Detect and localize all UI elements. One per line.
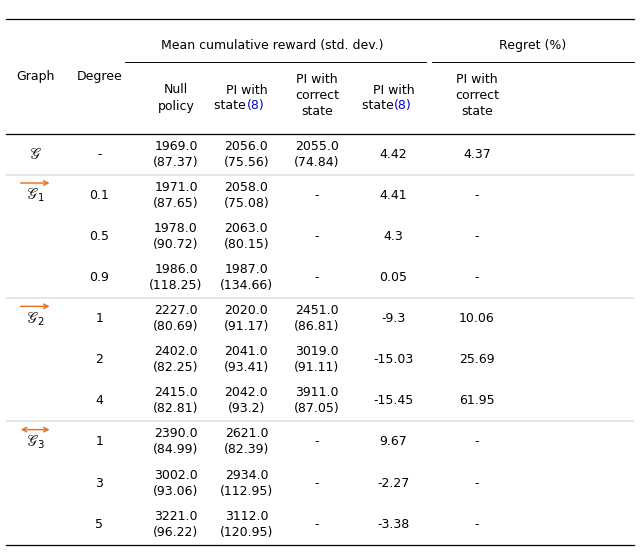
- Text: -: -: [97, 148, 102, 161]
- Text: 2: 2: [95, 353, 103, 367]
- Text: 2415.0
(82.81): 2415.0 (82.81): [153, 387, 199, 416]
- Text: 3002.0
(93.06): 3002.0 (93.06): [154, 468, 198, 497]
- Text: 0.1: 0.1: [89, 189, 109, 202]
- Text: -: -: [314, 436, 319, 448]
- Text: (8): (8): [246, 99, 264, 112]
- Text: 3221.0
(96.22): 3221.0 (96.22): [154, 510, 198, 539]
- Text: 2934.0
(112.95): 2934.0 (112.95): [220, 468, 273, 497]
- Text: 25.69: 25.69: [459, 353, 495, 367]
- Text: 2451.0
(86.81): 2451.0 (86.81): [294, 304, 340, 333]
- Text: -: -: [314, 271, 319, 284]
- Text: -: -: [314, 477, 319, 490]
- Text: -9.3: -9.3: [381, 312, 406, 325]
- Text: PI with
correct
state: PI with correct state: [455, 73, 499, 118]
- Text: state: state: [214, 99, 250, 112]
- Text: PI with: PI with: [225, 84, 268, 97]
- Text: 1: 1: [95, 312, 103, 325]
- Text: 0.5: 0.5: [89, 230, 109, 243]
- Text: -2.27: -2.27: [378, 477, 410, 490]
- Text: 0.05: 0.05: [380, 271, 408, 284]
- Text: 2056.0
(75.56): 2056.0 (75.56): [223, 140, 269, 169]
- Text: 1971.0
(87.65): 1971.0 (87.65): [153, 181, 199, 210]
- Text: Null
policy: Null policy: [157, 83, 195, 113]
- Text: 61.95: 61.95: [459, 394, 495, 407]
- Text: -15.03: -15.03: [374, 353, 413, 367]
- Text: 4.42: 4.42: [380, 148, 408, 161]
- Text: -: -: [314, 189, 319, 202]
- Text: -: -: [474, 271, 479, 284]
- Text: 1: 1: [95, 436, 103, 448]
- Text: 2055.0
(74.84): 2055.0 (74.84): [294, 140, 340, 169]
- Text: 9.67: 9.67: [380, 436, 408, 448]
- Text: 3019.0
(91.11): 3019.0 (91.11): [294, 345, 339, 374]
- Text: $\mathscr{G}_3$: $\mathscr{G}_3$: [26, 433, 45, 451]
- Text: 3911.0
(87.05): 3911.0 (87.05): [294, 387, 340, 416]
- Text: -: -: [474, 477, 479, 490]
- Text: 2041.0
(93.41): 2041.0 (93.41): [224, 345, 269, 374]
- Text: -: -: [474, 230, 479, 243]
- Text: $\mathscr{G}_1$: $\mathscr{G}_1$: [26, 187, 45, 204]
- Text: $\mathscr{G}_2$: $\mathscr{G}_2$: [26, 310, 45, 328]
- Text: -: -: [474, 517, 479, 531]
- Text: 1978.0
(90.72): 1978.0 (90.72): [153, 222, 199, 251]
- Text: 4.37: 4.37: [463, 148, 491, 161]
- Text: Regret (%): Regret (%): [499, 39, 566, 52]
- Text: 2227.0
(80.69): 2227.0 (80.69): [153, 304, 199, 333]
- Text: 2390.0
(84.99): 2390.0 (84.99): [154, 427, 198, 457]
- Text: 4: 4: [95, 394, 103, 407]
- Text: 0.9: 0.9: [89, 271, 109, 284]
- Text: PI with
correct
state: PI with correct state: [295, 73, 339, 118]
- Text: 2042.0
(93.2): 2042.0 (93.2): [225, 387, 268, 416]
- Text: state: state: [362, 99, 397, 112]
- Text: 10.06: 10.06: [459, 312, 495, 325]
- Text: PI with: PI with: [372, 84, 415, 97]
- Text: Mean cumulative reward (std. dev.): Mean cumulative reward (std. dev.): [161, 39, 383, 52]
- Text: -: -: [474, 189, 479, 202]
- Text: 2621.0
(82.39): 2621.0 (82.39): [224, 427, 269, 457]
- Text: 3112.0
(120.95): 3112.0 (120.95): [220, 510, 273, 539]
- Text: 2058.0
(75.08): 2058.0 (75.08): [223, 181, 269, 210]
- Text: 2020.0
(91.17): 2020.0 (91.17): [224, 304, 269, 333]
- Text: -: -: [314, 230, 319, 243]
- Text: 4.3: 4.3: [384, 230, 403, 243]
- Text: -: -: [314, 517, 319, 531]
- Text: 1987.0
(134.66): 1987.0 (134.66): [220, 263, 273, 292]
- Text: 3: 3: [95, 477, 103, 490]
- Text: (8): (8): [394, 99, 412, 112]
- Text: 1969.0
(87.37): 1969.0 (87.37): [153, 140, 199, 169]
- Text: -15.45: -15.45: [374, 394, 413, 407]
- Text: $\mathscr{G}$: $\mathscr{G}$: [29, 146, 42, 162]
- Text: 1986.0
(118.25): 1986.0 (118.25): [149, 263, 203, 292]
- Text: 2402.0
(82.25): 2402.0 (82.25): [153, 345, 199, 374]
- Text: Graph: Graph: [16, 70, 54, 83]
- Text: Degree: Degree: [76, 70, 122, 83]
- Text: 2063.0
(80.15): 2063.0 (80.15): [223, 222, 269, 251]
- Text: -: -: [474, 436, 479, 448]
- Text: 5: 5: [95, 517, 103, 531]
- Text: -3.38: -3.38: [378, 517, 410, 531]
- Text: 4.41: 4.41: [380, 189, 408, 202]
